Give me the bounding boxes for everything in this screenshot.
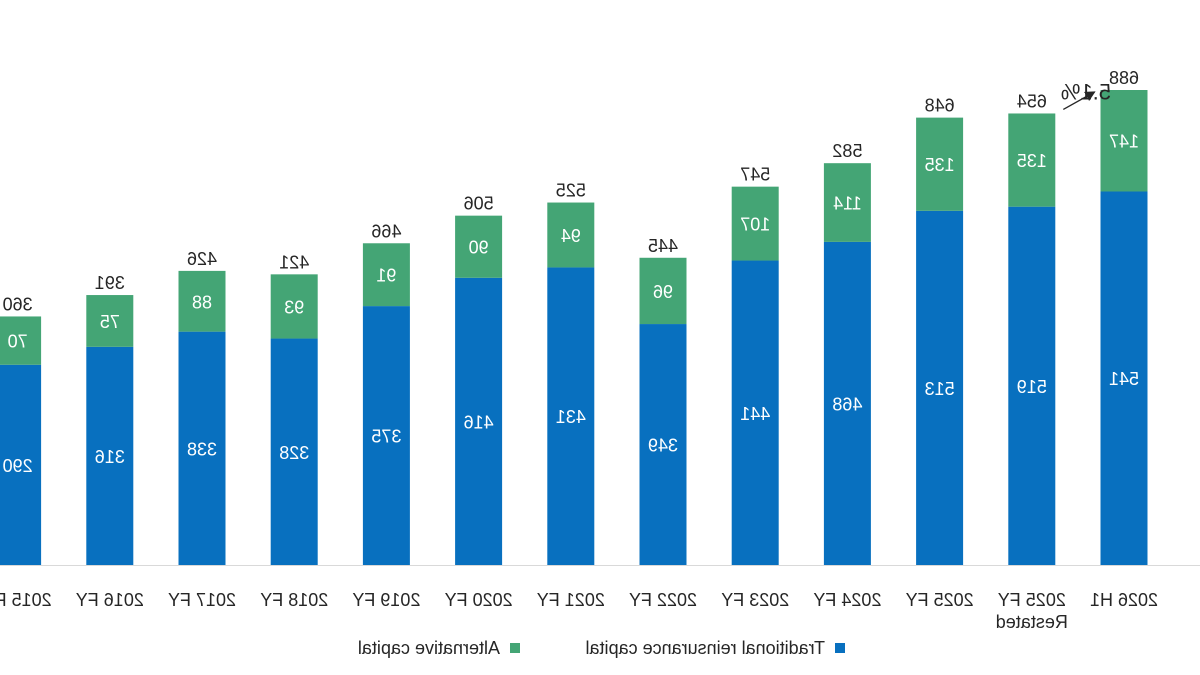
label-traditional-2022-fy: 349 bbox=[648, 436, 678, 456]
bar-traditional-2015-fy bbox=[0, 364, 42, 565]
label-traditional-2024-fy: 468 bbox=[832, 394, 862, 414]
label-traditional-2026-h1: 541 bbox=[1109, 369, 1139, 389]
bar-traditional-2018-fy bbox=[270, 338, 318, 565]
label-alternative-2016-fy: 75 bbox=[100, 312, 120, 332]
growth-annotation: 5.1% bbox=[1061, 79, 1111, 111]
bars-layer bbox=[0, 90, 1148, 566]
label-traditional-2025-fy: 513 bbox=[925, 379, 955, 399]
bar-alternative-2022-fy bbox=[639, 257, 687, 325]
category-label-2025-fy: 2025 FY bbox=[906, 590, 974, 610]
label-traditional-2023-fy: 441 bbox=[740, 404, 770, 424]
category-label-2025-fy-restated: 2025 FY bbox=[998, 590, 1066, 610]
label-total-2016-fy: 391 bbox=[95, 273, 125, 293]
label-total-2021-fy: 525 bbox=[556, 181, 586, 201]
bar-traditional-2021-fy bbox=[547, 267, 595, 565]
category-label-2020-fy: 2020 FY bbox=[445, 590, 513, 610]
label-total-2024-fy: 582 bbox=[832, 141, 862, 161]
bar-alternative-2025-fy bbox=[916, 117, 964, 211]
growth-label: 5.1% bbox=[1061, 79, 1111, 104]
category-label-2018-fy: 2018 FY bbox=[260, 590, 328, 610]
label-alternative-2015-fy: 70 bbox=[8, 332, 28, 352]
label-alternative-2022-fy: 96 bbox=[653, 282, 673, 302]
bar-traditional-2025-fy-restated bbox=[1008, 206, 1056, 565]
label-total-2022-fy: 445 bbox=[648, 236, 678, 256]
label-alternative-2026-h1: 147 bbox=[1109, 132, 1139, 152]
label-total-2018-fy: 421 bbox=[279, 252, 309, 272]
category-label-2024-fy: 2024 FY bbox=[813, 590, 881, 610]
labels-layer: 290 70 360 316 75 391 338 88 426 328 93 421 375 91 466… bbox=[3, 68, 1139, 476]
label-traditional-2017-fy: 338 bbox=[187, 439, 217, 459]
legend-swatch-traditional bbox=[835, 643, 845, 653]
label-total-2025-fy: 648 bbox=[925, 96, 955, 116]
label-total-2025-fy-restated: 654 bbox=[1017, 91, 1047, 111]
label-alternative-2021-fy: 94 bbox=[561, 226, 581, 246]
category-label-2025-fy-restated-line-2: Restated bbox=[996, 612, 1068, 632]
bar-alternative-2019-fy bbox=[362, 243, 410, 307]
label-total-2015-fy: 360 bbox=[3, 294, 33, 314]
label-total-2020-fy: 506 bbox=[464, 194, 494, 214]
bar-alternative-2018-fy bbox=[270, 274, 318, 339]
label-alternative-2025-fy: 135 bbox=[925, 155, 955, 175]
category-label-2026-h1: 2026 H1 bbox=[1090, 590, 1158, 610]
bar-traditional-2024-fy bbox=[823, 241, 871, 566]
bar-traditional-2022-fy bbox=[639, 324, 687, 565]
label-traditional-2015-fy: 290 bbox=[3, 456, 33, 476]
bar-traditional-2019-fy bbox=[362, 306, 410, 565]
bar-alternative-2021-fy bbox=[547, 202, 595, 268]
label-traditional-2016-fy: 316 bbox=[95, 447, 125, 467]
category-label-2022-fy: 2022 FY bbox=[629, 590, 697, 610]
label-traditional-2019-fy: 375 bbox=[371, 427, 401, 447]
bar-traditional-2026-h1 bbox=[1100, 191, 1148, 566]
bar-traditional-2020-fy bbox=[455, 277, 503, 565]
legend-label-alternative: Alternative capital bbox=[358, 638, 500, 658]
label-total-2026-h1: 688 bbox=[1109, 68, 1139, 88]
label-alternative-2019-fy: 91 bbox=[376, 266, 396, 286]
label-alternative-2023-fy: 107 bbox=[740, 215, 770, 235]
bar-traditional-2023-fy bbox=[731, 260, 779, 565]
category-label-2021-fy: 2021 FY bbox=[537, 590, 605, 610]
x-axis: 2015 FY 2016 FY 2017 FY 2018 FY 2019 FY 2020 … bbox=[0, 565, 1200, 632]
bar-traditional-2016-fy bbox=[86, 346, 134, 565]
category-label-2015-fy: 2015 FY bbox=[0, 590, 52, 610]
bar-alternative-2016-fy bbox=[86, 295, 134, 347]
legend-swatch-alternative bbox=[510, 643, 520, 653]
label-traditional-2018-fy: 328 bbox=[279, 443, 309, 463]
label-alternative-2020-fy: 90 bbox=[469, 238, 489, 258]
bar-alternative-2025-fy-restated bbox=[1008, 113, 1056, 207]
bar-alternative-2024-fy bbox=[823, 163, 871, 242]
growth-arrow bbox=[1062, 91, 1096, 111]
bar-traditional-2017-fy bbox=[178, 331, 226, 565]
category-label-2023-fy: 2023 FY bbox=[721, 590, 789, 610]
label-total-2019-fy: 466 bbox=[371, 221, 401, 241]
bar-alternative-2017-fy bbox=[178, 270, 226, 332]
bar-traditional-2025-fy bbox=[916, 210, 964, 565]
legend-label-traditional: Traditional reinsurance capital bbox=[586, 638, 825, 658]
bar-alternative-2023-fy bbox=[731, 186, 779, 261]
bar-alternative-2026-h1 bbox=[1100, 90, 1148, 192]
bar-alternative-2020-fy bbox=[455, 215, 503, 278]
label-traditional-2025-fy-restated: 519 bbox=[1017, 377, 1047, 397]
label-traditional-2021-fy: 431 bbox=[556, 407, 586, 427]
label-alternative-2024-fy: 114 bbox=[833, 194, 862, 214]
bar-alternative-2015-fy bbox=[0, 316, 42, 365]
label-alternative-2025-fy-restated: 135 bbox=[1017, 151, 1047, 171]
legend: Traditional reinsurance capital Alternati… bbox=[358, 638, 845, 658]
label-alternative-2018-fy: 93 bbox=[284, 297, 304, 317]
category-label-2017-fy: 2017 FY bbox=[168, 590, 236, 610]
label-alternative-2017-fy: 88 bbox=[192, 292, 212, 312]
category-label-2016-fy: 2016 FY bbox=[76, 590, 144, 610]
label-total-2023-fy: 547 bbox=[740, 165, 770, 185]
label-total-2017-fy: 426 bbox=[187, 249, 217, 269]
category-label-2019-fy: 2019 FY bbox=[352, 590, 420, 610]
label-traditional-2020-fy: 416 bbox=[464, 412, 494, 432]
